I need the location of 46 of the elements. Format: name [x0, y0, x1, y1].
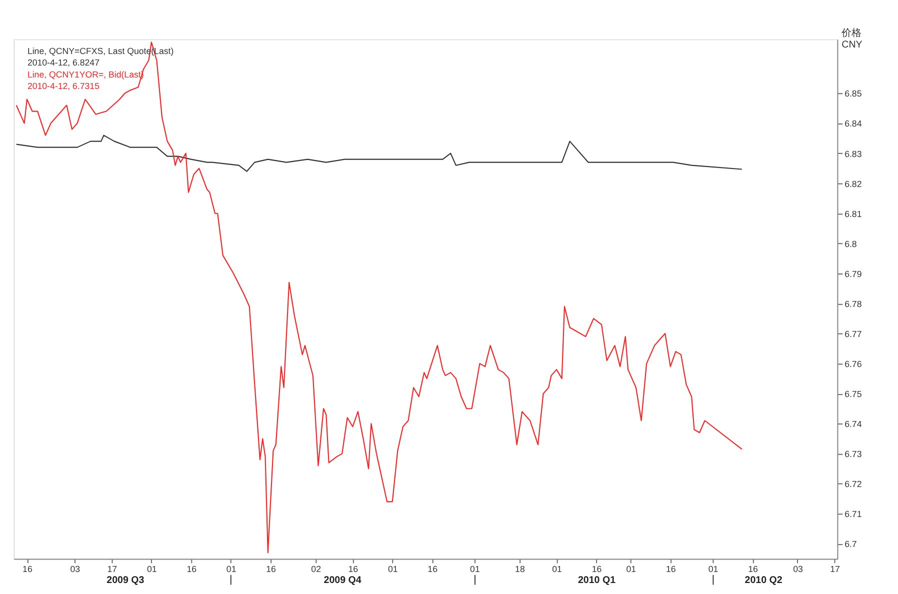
x-tick-label: 16: [348, 564, 358, 574]
x-tick-label: 16: [266, 564, 276, 574]
annotation: 2010-4-12, 6.8247: [27, 58, 100, 68]
x-tick-label: 01: [708, 564, 718, 574]
y-tick-label: 6.72: [844, 479, 862, 490]
x-tick-label: 01: [147, 564, 157, 574]
x-tick-label: 17: [107, 564, 118, 574]
y-tick-label: 6.81: [844, 208, 862, 219]
x-tick-label: 01: [470, 564, 480, 574]
x-tick-label: 02: [311, 564, 322, 574]
x-tick-label: 01: [226, 564, 236, 574]
line-series: [16, 42, 742, 554]
y-tick-label: 6.78: [844, 298, 862, 309]
x-tick-label: 16: [428, 564, 438, 574]
x-tick-label: 16: [748, 564, 758, 574]
x2-tick-label: 2010 Q1: [578, 574, 616, 586]
x-tick-label: 16: [22, 564, 32, 574]
y-tick-label: 6.74: [844, 419, 862, 430]
y-tick-label: 6.85: [844, 88, 862, 99]
y-tick-label: 6.7: [844, 539, 857, 550]
y-tick-label: 6.76: [844, 358, 862, 369]
line-series: [16, 134, 742, 172]
x-tick-label: 03: [793, 564, 803, 574]
x-tick-label: 16: [186, 564, 197, 574]
y-tick-label: 6.79: [844, 268, 862, 279]
y-axis-title: 价格 CNY: [840, 26, 863, 51]
x-tick-label: 16: [592, 564, 602, 574]
y-tick-label: 6.82: [844, 178, 862, 189]
x2-tick-label: 2009 Q3: [106, 574, 145, 586]
x-tick-label: 03: [70, 564, 80, 574]
x-tick-label: 16: [666, 564, 676, 574]
x-tick-label: 01: [552, 564, 562, 574]
y-tick-label: 6.77: [844, 328, 862, 339]
y-tick-label: 6.84: [844, 118, 862, 129]
x-tick-label: 01: [626, 564, 636, 574]
x-tick-label: 01: [388, 564, 398, 574]
y-tick-label: 6.83: [844, 148, 862, 159]
x-tick-label: 17: [830, 564, 840, 574]
y-tick-label: 6.8: [844, 238, 857, 249]
x2-tick-label: 2009 Q4: [324, 574, 362, 586]
x-tick-label: 18: [515, 564, 525, 574]
annotation: 2010-4-12, 6.7315: [27, 81, 100, 92]
x2-tick-label: 2010 Q2: [744, 574, 783, 586]
y-tick-label: 6.71: [844, 509, 862, 520]
y-tick-label: 6.75: [844, 389, 862, 400]
y-tick-label: 6.73: [844, 449, 862, 460]
